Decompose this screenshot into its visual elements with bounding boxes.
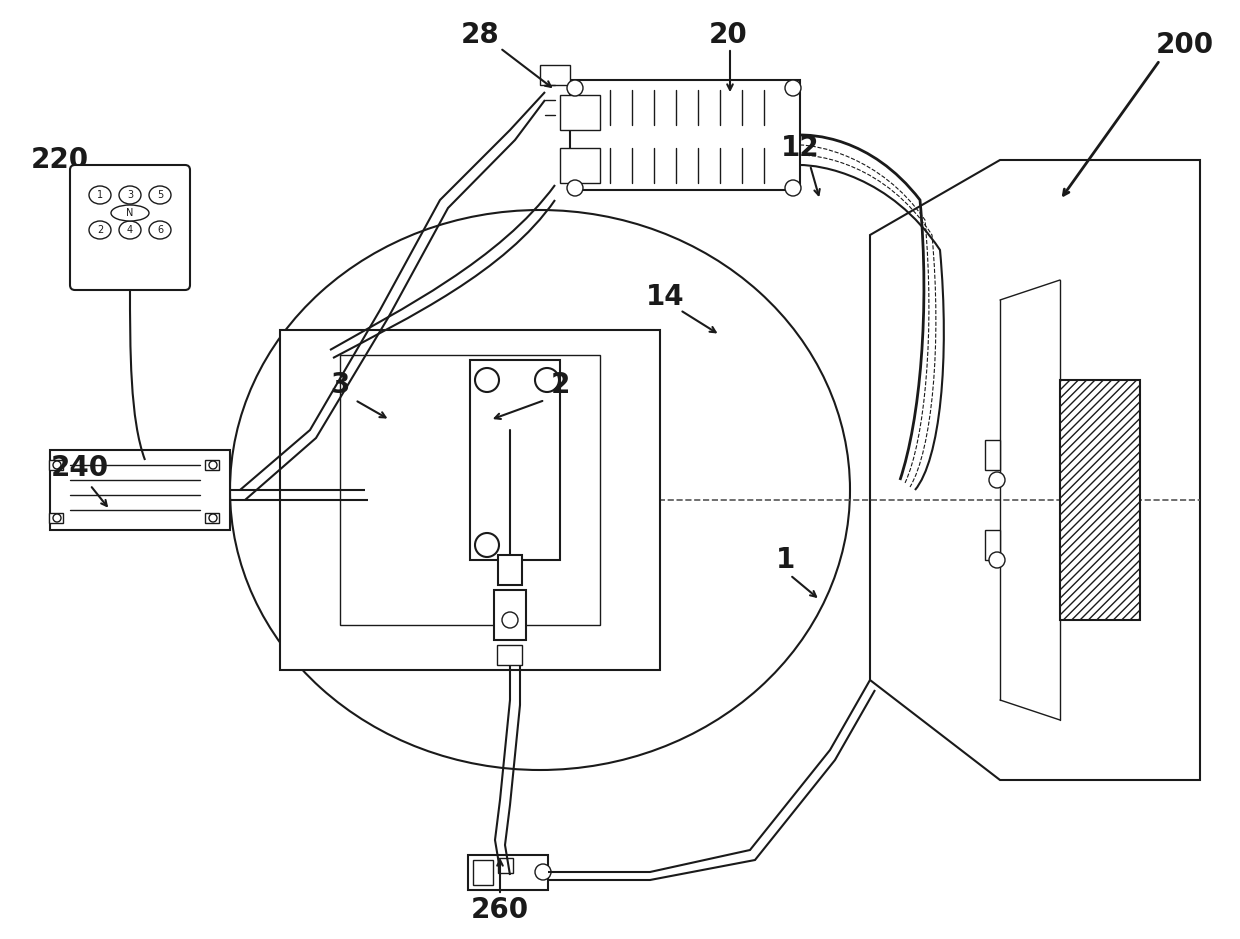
Bar: [498, 555, 522, 585]
Bar: [205, 513, 219, 523]
Text: 220: 220: [31, 146, 89, 174]
Ellipse shape: [89, 221, 112, 239]
Bar: [280, 330, 660, 670]
Text: 28: 28: [460, 21, 500, 49]
Polygon shape: [870, 160, 1200, 780]
Bar: [498, 858, 513, 873]
Bar: [50, 450, 229, 530]
Bar: [205, 460, 219, 470]
Text: 3: 3: [126, 190, 133, 200]
Ellipse shape: [89, 186, 112, 204]
Bar: [472, 860, 494, 885]
Bar: [560, 148, 600, 183]
Bar: [560, 95, 600, 130]
Circle shape: [210, 514, 217, 522]
Text: 5: 5: [157, 190, 164, 200]
Circle shape: [785, 80, 801, 96]
Bar: [985, 530, 999, 560]
Text: 260: 260: [471, 896, 529, 924]
Bar: [570, 80, 800, 190]
Bar: [340, 355, 600, 625]
Text: 12: 12: [781, 134, 820, 162]
Bar: [467, 855, 548, 890]
Circle shape: [990, 472, 1004, 488]
FancyBboxPatch shape: [69, 165, 190, 290]
Circle shape: [567, 180, 583, 196]
Circle shape: [53, 461, 61, 469]
Bar: [497, 645, 522, 665]
Text: 1: 1: [97, 190, 103, 200]
Circle shape: [210, 461, 217, 469]
Bar: [494, 590, 526, 640]
Circle shape: [502, 612, 518, 628]
Bar: [985, 440, 999, 470]
Text: 14: 14: [646, 283, 684, 311]
Bar: [50, 460, 63, 470]
Circle shape: [534, 864, 551, 880]
Text: 2: 2: [97, 225, 103, 235]
Text: 6: 6: [157, 225, 164, 235]
Bar: [50, 513, 63, 523]
Circle shape: [534, 368, 559, 392]
Text: 4: 4: [126, 225, 133, 235]
Text: 2: 2: [551, 371, 569, 399]
Circle shape: [53, 514, 61, 522]
Bar: [470, 360, 560, 560]
Ellipse shape: [149, 186, 171, 204]
Text: 240: 240: [51, 454, 109, 482]
Bar: [1060, 380, 1140, 620]
Ellipse shape: [229, 210, 849, 770]
Circle shape: [567, 80, 583, 96]
Circle shape: [475, 533, 498, 557]
Ellipse shape: [119, 186, 141, 204]
Text: 1: 1: [775, 546, 795, 574]
Bar: [539, 65, 570, 85]
Ellipse shape: [119, 221, 141, 239]
Ellipse shape: [149, 221, 171, 239]
Circle shape: [785, 180, 801, 196]
Text: 200: 200: [1156, 31, 1214, 59]
Text: 3: 3: [330, 371, 350, 399]
Circle shape: [475, 368, 498, 392]
Ellipse shape: [112, 205, 149, 221]
Text: N: N: [126, 208, 134, 218]
Text: 20: 20: [708, 21, 748, 49]
Circle shape: [990, 552, 1004, 568]
